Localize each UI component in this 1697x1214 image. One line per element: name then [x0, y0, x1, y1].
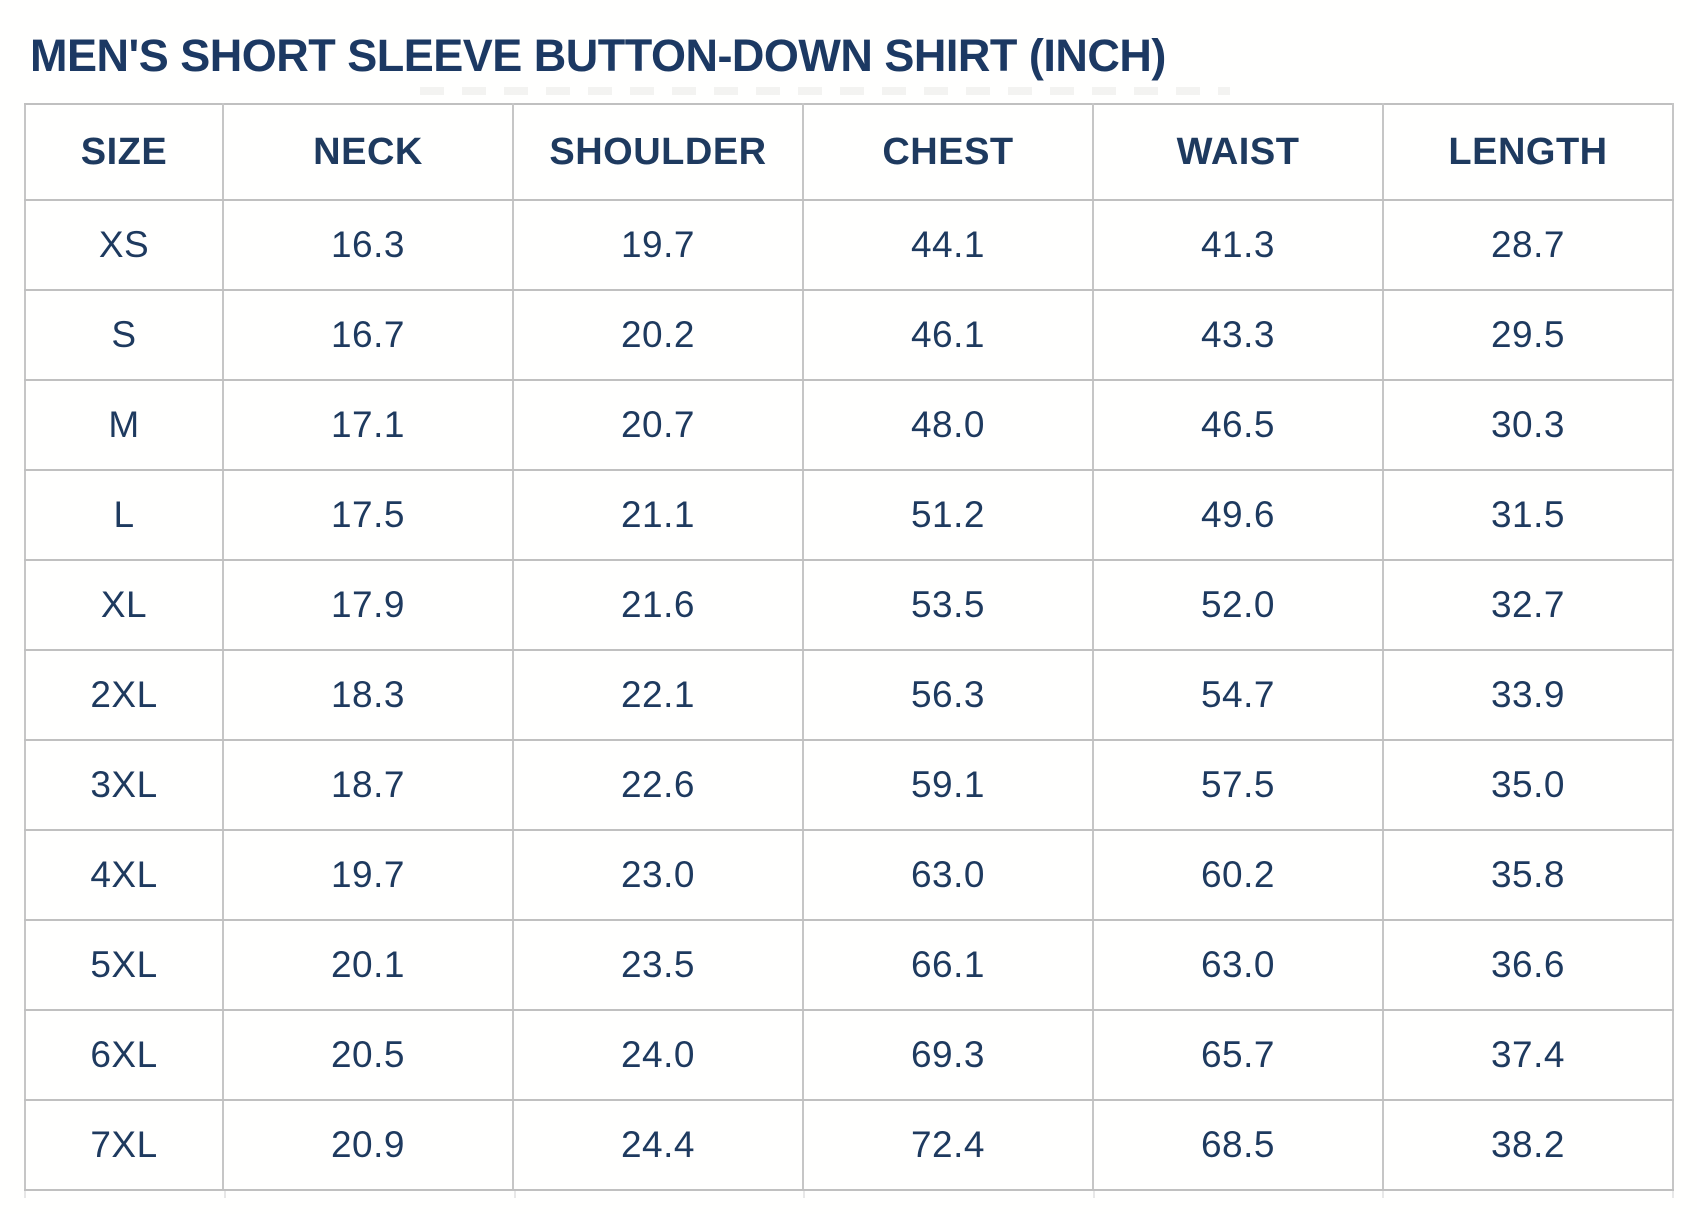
measurement-cell: 20.9 — [222, 1099, 514, 1191]
measurement-cell: 32.7 — [1382, 559, 1674, 651]
cropped-cell-stub — [226, 1191, 516, 1198]
size-cell: XL — [24, 559, 224, 651]
measurement-cell: 60.2 — [1092, 829, 1384, 921]
size-cell: 5XL — [24, 919, 224, 1011]
column-header-size: SIZE — [24, 103, 224, 201]
measurement-cell: 17.9 — [222, 559, 514, 651]
size-cell: S — [24, 289, 224, 381]
measurement-cell: 35.8 — [1382, 829, 1674, 921]
measurement-cell: 19.7 — [512, 199, 804, 291]
table-row: XL 17.9 21.6 53.5 52.0 32.7 — [24, 559, 1674, 651]
measurement-cell: 24.4 — [512, 1099, 804, 1191]
table-row: S 16.7 20.2 46.1 43.3 29.5 — [24, 289, 1674, 381]
measurement-cell: 19.7 — [222, 829, 514, 921]
measurement-cell: 30.3 — [1382, 379, 1674, 471]
column-header-shoulder: SHOULDER — [512, 103, 804, 201]
cropped-cell-stub — [1384, 1191, 1674, 1198]
measurement-cell: 44.1 — [802, 199, 1094, 291]
table-row: 5XL 20.1 23.5 66.1 63.0 36.6 — [24, 919, 1674, 1011]
cropped-cell-stub — [805, 1191, 1095, 1198]
measurement-cell: 29.5 — [1382, 289, 1674, 381]
measurement-cell: 54.7 — [1092, 649, 1384, 741]
measurement-cell: 57.5 — [1092, 739, 1384, 831]
measurement-cell: 51.2 — [802, 469, 1094, 561]
size-cell: XS — [24, 199, 224, 291]
table-row: 2XL 18.3 22.1 56.3 54.7 33.9 — [24, 649, 1674, 741]
table-body: XS 16.3 19.7 44.1 41.3 28.7 S 16.7 20.2 46.1 43.3 2… — [24, 199, 1674, 1191]
measurement-cell: 49.6 — [1092, 469, 1384, 561]
table-header: SIZE NECK SHOULDER CHEST WAIST LENGTH — [24, 103, 1674, 201]
measurement-cell: 43.3 — [1092, 289, 1384, 381]
table-row: 7XL 20.9 24.4 72.4 68.5 38.2 — [24, 1099, 1674, 1191]
measurement-cell: 53.5 — [802, 559, 1094, 651]
measurement-cell: 66.1 — [802, 919, 1094, 1011]
measurement-cell: 20.5 — [222, 1009, 514, 1101]
measurement-cell: 63.0 — [1092, 919, 1384, 1011]
measurement-cell: 16.7 — [222, 289, 514, 381]
size-cell: 4XL — [24, 829, 224, 921]
column-header-waist: WAIST — [1092, 103, 1384, 201]
table-header-row: SIZE NECK SHOULDER CHEST WAIST LENGTH — [24, 103, 1674, 201]
measurement-cell: 18.7 — [222, 739, 514, 831]
measurement-cell: 35.0 — [1382, 739, 1674, 831]
cropped-cell-stub — [24, 1191, 226, 1198]
measurement-cell: 18.3 — [222, 649, 514, 741]
measurement-cell: 52.0 — [1092, 559, 1384, 651]
cropped-cell-stub — [1095, 1191, 1385, 1198]
measurement-cell: 36.6 — [1382, 919, 1674, 1011]
cropped-cell-stub — [516, 1191, 806, 1198]
measurement-cell: 20.1 — [222, 919, 514, 1011]
page-title: MEN'S SHORT SLEEVE BUTTON-DOWN SHIRT (IN… — [30, 30, 1166, 81]
measurement-cell: 23.0 — [512, 829, 804, 921]
measurement-cell: 46.1 — [802, 289, 1094, 381]
column-header-chest: CHEST — [802, 103, 1094, 201]
table-row: 3XL 18.7 22.6 59.1 57.5 35.0 — [24, 739, 1674, 831]
column-header-neck: NECK — [222, 103, 514, 201]
measurement-cell: 46.5 — [1092, 379, 1384, 471]
cropped-next-row — [24, 1191, 1674, 1198]
measurement-cell: 17.5 — [222, 469, 514, 561]
column-header-length: LENGTH — [1382, 103, 1674, 201]
size-chart-table: SIZE NECK SHOULDER CHEST WAIST LENGTH XS 16.3 1… — [24, 103, 1674, 1191]
measurement-cell: 22.1 — [512, 649, 804, 741]
measurement-cell: 21.6 — [512, 559, 804, 651]
size-cell: M — [24, 379, 224, 471]
measurement-cell: 38.2 — [1382, 1099, 1674, 1191]
measurement-cell: 63.0 — [802, 829, 1094, 921]
measurement-cell: 48.0 — [802, 379, 1094, 471]
size-cell: 2XL — [24, 649, 224, 741]
table-row: 6XL 20.5 24.0 69.3 65.7 37.4 — [24, 1009, 1674, 1101]
size-cell: L — [24, 469, 224, 561]
table-row: 4XL 19.7 23.0 63.0 60.2 35.8 — [24, 829, 1674, 921]
measurement-cell: 21.1 — [512, 469, 804, 561]
measurement-cell: 24.0 — [512, 1009, 804, 1101]
measurement-cell: 16.3 — [222, 199, 514, 291]
measurement-cell: 72.4 — [802, 1099, 1094, 1191]
size-cell: 7XL — [24, 1099, 224, 1191]
size-cell: 6XL — [24, 1009, 224, 1101]
table-row: XS 16.3 19.7 44.1 41.3 28.7 — [24, 199, 1674, 291]
measurement-cell: 37.4 — [1382, 1009, 1674, 1101]
table-row: L 17.5 21.1 51.2 49.6 31.5 — [24, 469, 1674, 561]
measurement-cell: 28.7 — [1382, 199, 1674, 291]
measurement-cell: 59.1 — [802, 739, 1094, 831]
measurement-cell: 56.3 — [802, 649, 1094, 741]
measurement-cell: 22.6 — [512, 739, 804, 831]
measurement-cell: 68.5 — [1092, 1099, 1384, 1191]
measurement-cell: 20.2 — [512, 289, 804, 381]
measurement-cell: 65.7 — [1092, 1009, 1384, 1101]
measurement-cell: 31.5 — [1382, 469, 1674, 561]
measurement-cell: 17.1 — [222, 379, 514, 471]
cropped-text-artifact — [420, 87, 1230, 95]
measurement-cell: 23.5 — [512, 919, 804, 1011]
measurement-cell: 69.3 — [802, 1009, 1094, 1101]
size-cell: 3XL — [24, 739, 224, 831]
table-row: M 17.1 20.7 48.0 46.5 30.3 — [24, 379, 1674, 471]
measurement-cell: 33.9 — [1382, 649, 1674, 741]
measurement-cell: 41.3 — [1092, 199, 1384, 291]
measurement-cell: 20.7 — [512, 379, 804, 471]
